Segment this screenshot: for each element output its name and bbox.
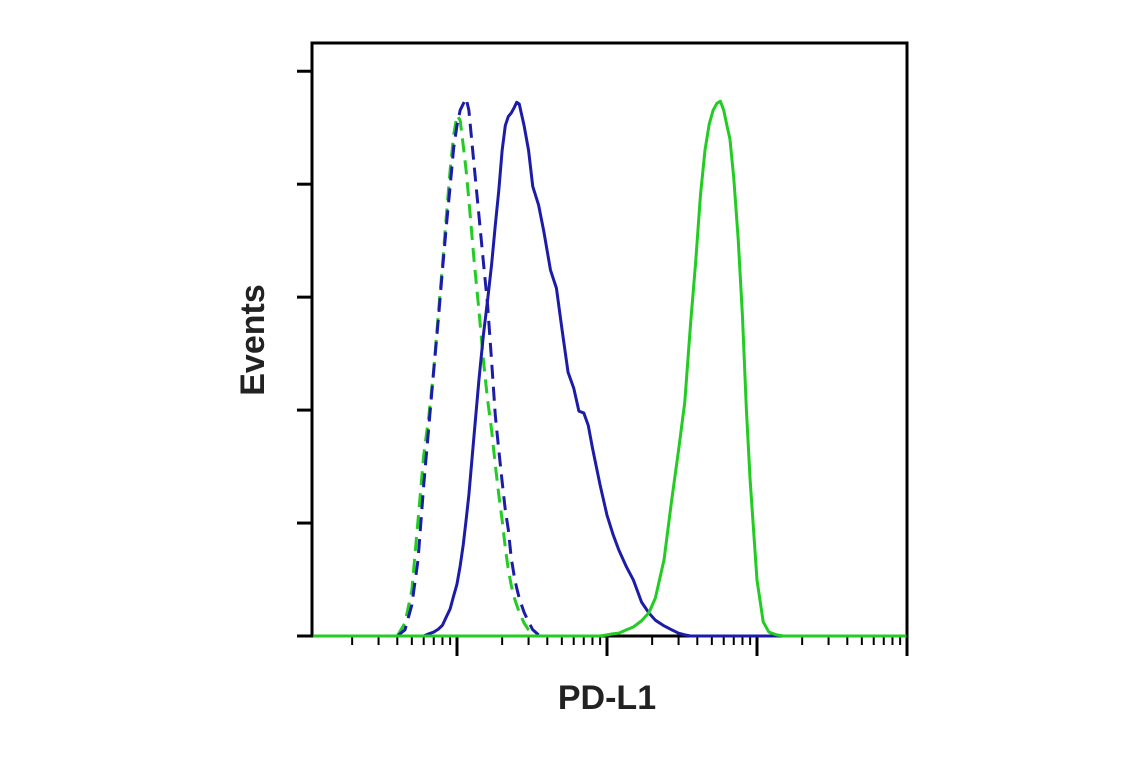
- histogram-line: [313, 100, 907, 638]
- histogram-line: [396, 113, 540, 638]
- y-axis-title: Events: [234, 284, 272, 396]
- x-axis-title: PD-L1: [558, 679, 656, 717]
- histogram-line: [396, 96, 540, 638]
- histogram-line: [313, 99, 907, 638]
- plot-frame: [310, 41, 909, 638]
